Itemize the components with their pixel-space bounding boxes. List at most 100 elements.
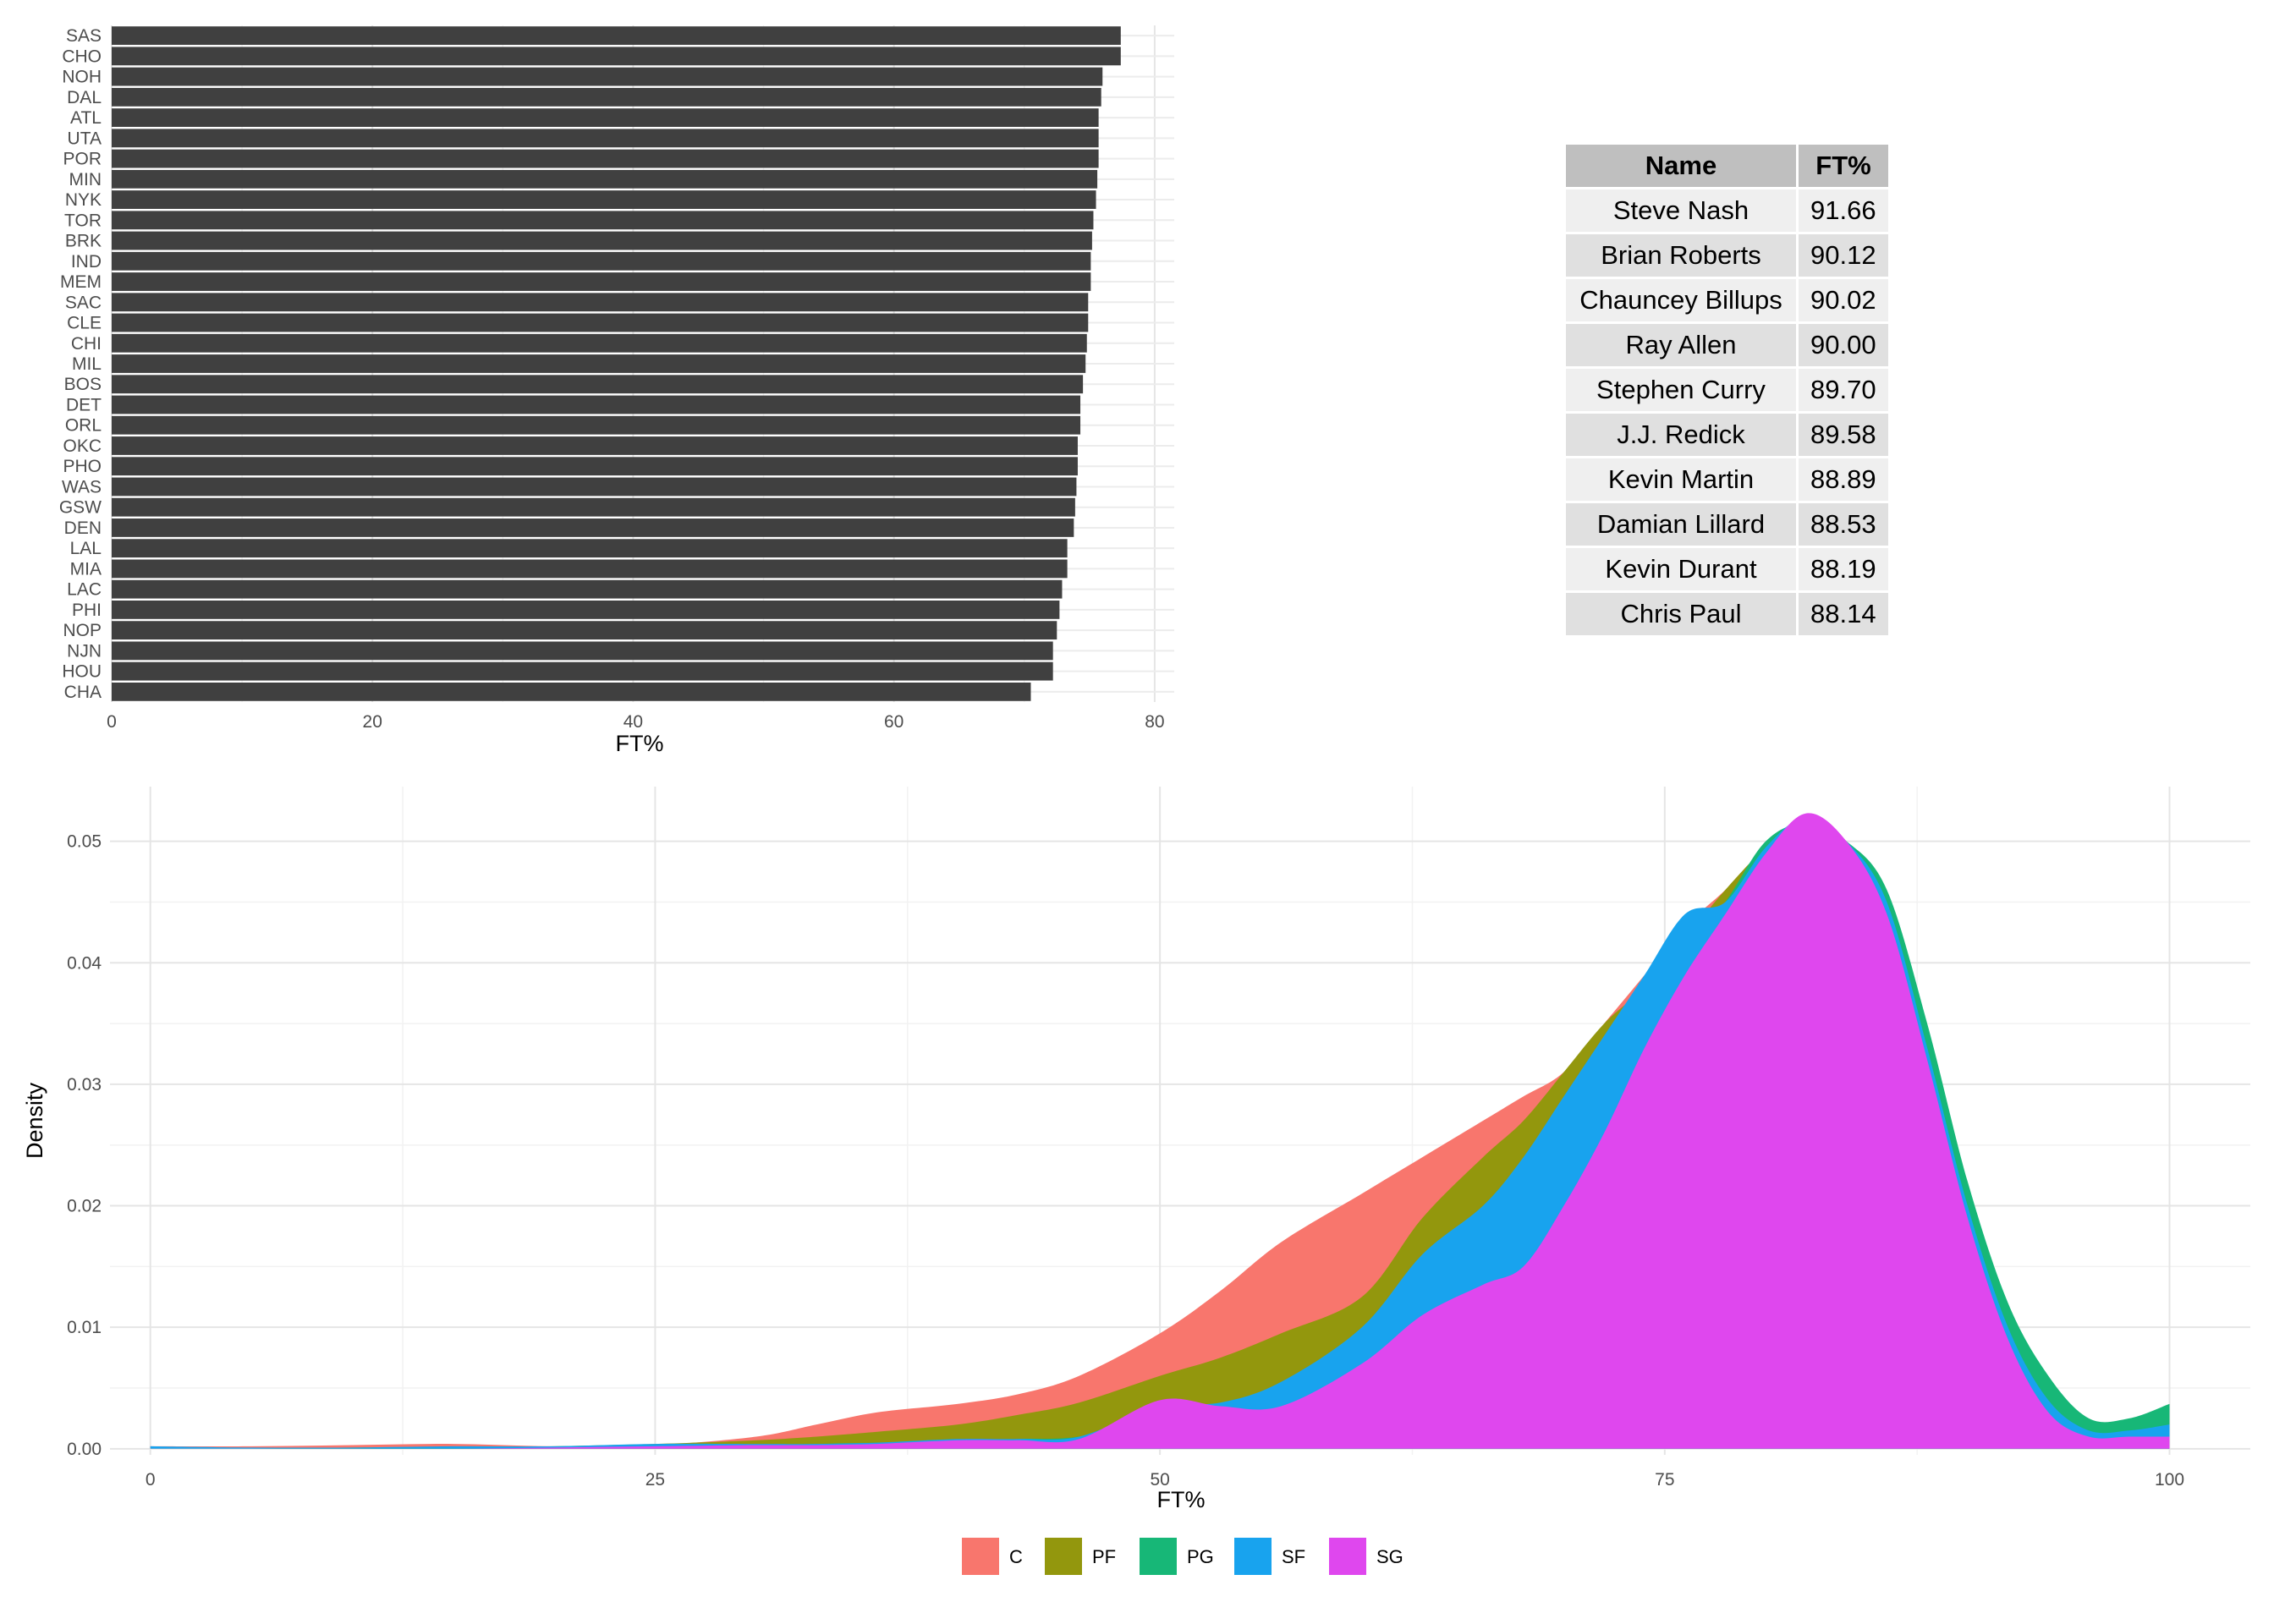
player-name-cell: Chauncey Billups bbox=[1566, 279, 1796, 321]
bar-category-label: CHI bbox=[71, 334, 102, 354]
bar-nop bbox=[112, 621, 1057, 640]
player-name-cell: Damian Lillard bbox=[1566, 503, 1796, 546]
bar-category-label: LAL bbox=[70, 539, 102, 558]
bar-chart-x-axis-title: FT% bbox=[616, 731, 664, 756]
density-x-tick-label: 0 bbox=[146, 1470, 156, 1490]
bar-category-label: BRK bbox=[65, 232, 102, 251]
bar-category-label: NOP bbox=[63, 621, 102, 640]
table-header-name: Name bbox=[1566, 145, 1796, 187]
bar-nyk bbox=[112, 190, 1096, 209]
player-name-cell: Stephen Curry bbox=[1566, 369, 1796, 411]
bar-category-label: NJN bbox=[67, 641, 102, 661]
bar-category-label: OKC bbox=[63, 436, 102, 456]
table-row: Chris Paul 88.14 bbox=[1566, 593, 1888, 635]
bar-ind bbox=[112, 251, 1091, 271]
table-row: Chauncey Billups 90.02 bbox=[1566, 279, 1888, 321]
ft-percent-cell: 91.66 bbox=[1799, 189, 1888, 232]
bar-category-label: IND bbox=[71, 252, 102, 272]
legend-label-sf: SF bbox=[1282, 1546, 1305, 1567]
bar-category-label: MIL bbox=[72, 354, 102, 374]
legend-label-sg: SG bbox=[1376, 1546, 1403, 1567]
bar-category-label: PHO bbox=[63, 457, 102, 476]
player-name-cell: Kevin Durant bbox=[1566, 548, 1796, 590]
bar-category-label: UTA bbox=[68, 129, 102, 148]
player-name-cell: J.J. Redick bbox=[1566, 414, 1796, 456]
density-y-tick-label: 0.04 bbox=[67, 953, 102, 973]
table-row: Damian Lillard 88.53 bbox=[1566, 503, 1888, 546]
bar-hou bbox=[112, 661, 1053, 681]
bar-category-label: ORL bbox=[65, 416, 102, 436]
ft-percent-cell: 89.70 bbox=[1799, 369, 1888, 411]
table-header-ft: FT% bbox=[1799, 145, 1888, 187]
ft-percent-cell: 90.02 bbox=[1799, 279, 1888, 321]
bar-orl bbox=[112, 415, 1081, 435]
bar-min bbox=[112, 169, 1098, 189]
ft-percent-cell: 90.00 bbox=[1799, 324, 1888, 366]
ft-percent-cell: 88.19 bbox=[1799, 548, 1888, 590]
bar-x-tick-label: 20 bbox=[363, 712, 382, 732]
density-chart-x-ticks: 0 25 50 75 100 bbox=[146, 1470, 2184, 1490]
density-chart-legend: C PF PG SF SG bbox=[962, 1538, 1403, 1575]
bar-category-label: CHA bbox=[64, 683, 102, 702]
bar-category-label: LAC bbox=[67, 580, 102, 600]
bar-was bbox=[112, 477, 1077, 497]
bar-bos bbox=[112, 375, 1084, 394]
density-y-tick-label: 0.01 bbox=[67, 1318, 102, 1337]
density-y-tick-label: 0.02 bbox=[67, 1197, 102, 1216]
bar-category-label: CHO bbox=[62, 47, 102, 66]
bar-por bbox=[112, 149, 1099, 168]
bar-category-label: DEN bbox=[64, 518, 102, 538]
bar-mem bbox=[112, 272, 1091, 291]
ft-density-by-position-chart: 0.000.010.020.030.040.05 0 25 50 75 100 FT% … bbox=[22, 787, 2250, 1575]
bar-cle bbox=[112, 313, 1089, 332]
bar-category-label: ATL bbox=[70, 108, 102, 128]
legend-key-c bbox=[962, 1538, 999, 1575]
bar-chart-x-ticks: 0 20 40 60 80 bbox=[107, 712, 1164, 732]
table-row: Kevin Durant 88.19 bbox=[1566, 548, 1888, 590]
ft-percent-cell: 88.14 bbox=[1799, 593, 1888, 635]
bar-njn bbox=[112, 641, 1053, 661]
table-body: Steve Nash 91.66 Brian Roberts 90.12 Chaunce… bbox=[1566, 189, 1888, 635]
density-chart-y-ticks: 0.00 0.01 0.02 0.03 0.04 0.05 bbox=[67, 832, 102, 1459]
bar-x-tick-label: 40 bbox=[623, 712, 643, 732]
bar-x-tick-label: 0 bbox=[107, 712, 117, 732]
density-y-tick-label: 0.00 bbox=[67, 1440, 102, 1459]
ft-percent-cell: 89.58 bbox=[1799, 414, 1888, 456]
bar-category-label: DAL bbox=[67, 88, 102, 107]
player-name-cell: Steve Nash bbox=[1566, 189, 1796, 232]
bar-noh bbox=[112, 67, 1103, 86]
bar-dal bbox=[112, 87, 1101, 107]
table-row: J.J. Redick 89.58 bbox=[1566, 414, 1888, 456]
legend-label-pf: PF bbox=[1092, 1546, 1116, 1567]
table-row: Stephen Curry 89.70 bbox=[1566, 369, 1888, 411]
density-y-tick-label: 0.03 bbox=[67, 1075, 102, 1095]
bar-category-label: WAS bbox=[62, 477, 102, 497]
bar-category-label: GSW bbox=[59, 498, 102, 518]
bar-lal bbox=[112, 539, 1068, 558]
player-name-cell: Ray Allen bbox=[1566, 324, 1796, 366]
legend-label-pg: PG bbox=[1187, 1546, 1214, 1567]
bar-det bbox=[112, 395, 1081, 414]
bar-category-label: BOS bbox=[64, 375, 102, 394]
bar-category-label: CLE bbox=[67, 314, 102, 333]
density-y-tick-label: 0.05 bbox=[67, 832, 102, 852]
bar-sac bbox=[112, 293, 1089, 312]
bar-mil bbox=[112, 354, 1086, 373]
bar-phi bbox=[112, 601, 1060, 619]
player-name-cell: Kevin Martin bbox=[1566, 458, 1796, 501]
bar-lac bbox=[112, 579, 1063, 599]
table-row: Brian Roberts 90.12 bbox=[1566, 234, 1888, 277]
table-row: Ray Allen 90.00 bbox=[1566, 324, 1888, 366]
bar-category-label: HOU bbox=[62, 662, 102, 682]
density-x-tick-label: 100 bbox=[2155, 1470, 2184, 1490]
legend-key-sg bbox=[1329, 1538, 1366, 1575]
bar-category-label: NOH bbox=[62, 68, 102, 87]
bar-category-label: PHI bbox=[72, 601, 102, 620]
density-chart-x-axis-title: FT% bbox=[1157, 1487, 1206, 1512]
ft-percent-cell: 90.12 bbox=[1799, 234, 1888, 277]
ft-percent-cell: 88.53 bbox=[1799, 503, 1888, 546]
bar-category-label: POR bbox=[63, 150, 102, 169]
density-chart-y-axis-title: Density bbox=[22, 1082, 47, 1159]
bar-category-label: SAC bbox=[65, 293, 102, 312]
legend-key-pg bbox=[1140, 1538, 1177, 1575]
